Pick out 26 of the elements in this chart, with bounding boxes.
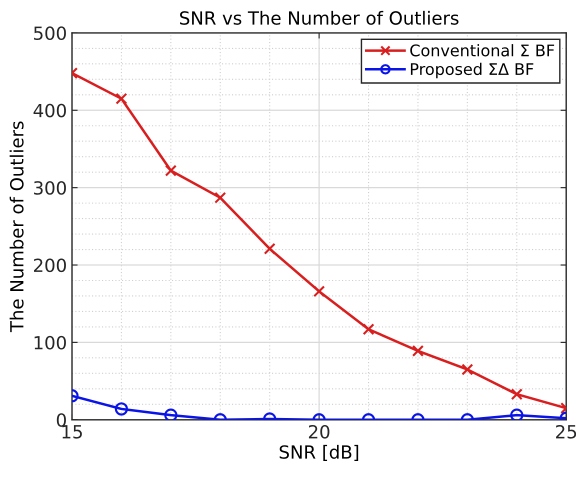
- chart-title: SNR vs The Number of Outliers: [180, 10, 458, 25]
- point: [313, 285, 326, 298]
- legend-label: Conventional Σ BF: [410, 44, 554, 56]
- y-tick-label: 0: [56, 413, 66, 427]
- point: [214, 192, 226, 204]
- y-axis-title: The Number of Outliers: [10, 121, 24, 332]
- point: [510, 388, 523, 400]
- x-tick-label: 20: [308, 424, 330, 439]
- point: [461, 364, 474, 376]
- point: [164, 408, 178, 420]
- x-tick-label: 15: [62, 425, 82, 439]
- y-tick-label: 400: [34, 104, 66, 118]
- point: [362, 323, 374, 336]
- point: [412, 344, 424, 357]
- y-tick-label: 500: [34, 26, 66, 40]
- legend-label: Proposed ΣΔ BF: [410, 62, 534, 78]
- x-tick-label: 25: [556, 424, 576, 439]
- point: [164, 164, 177, 177]
- y-tick-label: 100: [34, 336, 66, 350]
- point: [116, 92, 128, 105]
- x-axis-title: SNR [dB]: [280, 444, 358, 461]
- y-tick-label: 300: [34, 181, 66, 195]
- point: [114, 402, 128, 416]
- point: [510, 408, 524, 420]
- point: [264, 242, 276, 255]
- y-tick-label: 200: [34, 258, 66, 272]
